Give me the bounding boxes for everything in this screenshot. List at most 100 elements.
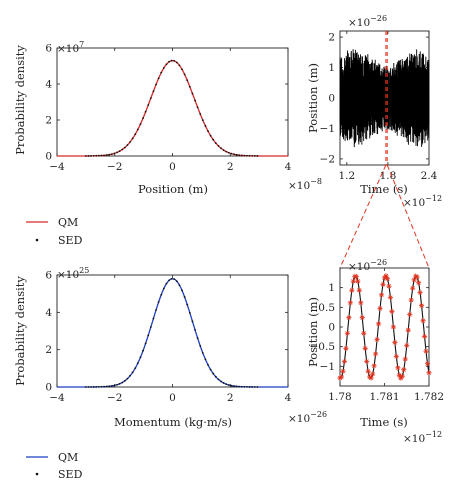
sample-marker [375, 321, 382, 327]
sed-point [162, 287, 165, 290]
sed-point [214, 375, 217, 378]
x-tick-label: 2 [227, 392, 234, 404]
sample-marker [405, 327, 411, 333]
position-density-xlabel: Position (m) [138, 182, 208, 196]
sample-marker-stroke [415, 274, 420, 280]
y-tick-label: 0 [45, 151, 52, 163]
sed-point [131, 371, 134, 374]
x-tick-label: −2 [107, 392, 122, 404]
sample-marker [365, 368, 371, 374]
sample-marker-stroke [364, 359, 369, 364]
momentum-density-yticks: 0 2 4 6 [45, 270, 288, 394]
momentum-density-chart: Probability density ×1025 ×10−26 Momentu… [13, 266, 327, 429]
sed-point [126, 144, 129, 146]
sed-point [118, 150, 121, 153]
sample-marker-stroke [369, 375, 374, 381]
sed-point [100, 385, 103, 388]
sed-point [84, 386, 87, 388]
sample-marker [353, 273, 359, 280]
sample-marker [414, 274, 420, 280]
y-tick-label: 0 [328, 93, 335, 105]
sed-point [220, 147, 222, 150]
momentum-density-xlabel: Momentum (kg·m/s) [114, 415, 232, 429]
sample-marker [390, 324, 396, 330]
sed-point [201, 119, 204, 122]
sample-marker-stroke [404, 343, 409, 348]
sed-point [149, 97, 152, 100]
sed-point [196, 337, 199, 339]
sample-marker-stroke [373, 351, 378, 357]
sed-point [227, 384, 230, 386]
sed-point [139, 356, 142, 359]
x-tick-label: 1.2 [338, 170, 355, 182]
zoom-connector-left [339, 164, 387, 269]
sample-marker-stroke [406, 328, 411, 333]
sample-marker [362, 345, 368, 351]
sed-point [243, 154, 246, 157]
sed-point [100, 154, 103, 157]
sample-marker-stroke [374, 337, 380, 342]
sed-point [183, 296, 186, 298]
x-tick-label: −4 [49, 392, 65, 404]
sed-point [235, 385, 238, 388]
sed-point [230, 384, 233, 387]
sample-marker-stroke [348, 300, 353, 305]
sample-marker-stroke [345, 331, 350, 336]
sed-point [157, 301, 160, 303]
sed-point [139, 123, 142, 125]
sed-point [131, 137, 134, 140]
position-zoom-axes [339, 267, 430, 387]
sed-point [95, 386, 98, 388]
sample-marker [368, 375, 374, 381]
sed-point [194, 99, 196, 102]
position-density-xticks: −4 −2 0 2 4 [49, 48, 292, 173]
sed-point [123, 146, 126, 149]
sed-point [87, 155, 90, 157]
sed-point [155, 309, 157, 311]
sed-point [209, 368, 212, 371]
qm-curve [57, 59, 288, 157]
sample-marker-stroke [400, 374, 405, 379]
sample-marker-stroke [346, 315, 352, 320]
sed-point [103, 154, 105, 157]
sample-marker [338, 374, 345, 380]
sed-point [162, 67, 165, 69]
sed-point [209, 134, 212, 137]
sample-marker-stroke [403, 356, 408, 362]
sed-point [178, 64, 181, 67]
sample-marker [402, 356, 408, 362]
y-tick-label: 1 [328, 62, 335, 74]
x-tick-label: 4 [285, 161, 292, 173]
x-tick-label: 1.782 [414, 391, 444, 403]
position-density-ylabel: Probability density [13, 45, 27, 155]
sample-marker [350, 278, 356, 284]
y-tick-label: 6 [45, 43, 52, 55]
sample-marker [393, 353, 399, 360]
momentum-density-x-exponent: ×10−26 [288, 410, 327, 425]
sed-point [144, 342, 147, 345]
sed-point [134, 133, 137, 136]
sed-point [118, 382, 121, 385]
sample-marker-stroke [423, 349, 429, 354]
y-tick-label: 4 [45, 79, 52, 91]
sed-point [188, 85, 191, 88]
sample-marker-stroke [425, 361, 430, 366]
sample-marker-stroke [394, 354, 399, 359]
sed-point [142, 349, 144, 352]
position-trace-x-exponent: ×10−12 [403, 194, 442, 209]
position-zoom-xticks: 1.78 1.781 1.782 [328, 268, 444, 403]
sed-point [240, 154, 243, 157]
sample-marker [380, 281, 386, 287]
sed-point [126, 377, 129, 380]
sed-point [256, 386, 259, 388]
sample-marker [420, 318, 426, 324]
sample-marker-stroke [380, 282, 386, 287]
position-trace-line [339, 49, 430, 148]
x-tick-label: 0 [169, 392, 176, 404]
sed-point [175, 61, 178, 64]
sample-marker [373, 351, 379, 357]
sed-point [173, 278, 176, 281]
y-tick-label: −1 [320, 123, 335, 135]
y-tick-label: 2 [45, 115, 52, 127]
y-tick-label: 0.5 [318, 302, 335, 314]
